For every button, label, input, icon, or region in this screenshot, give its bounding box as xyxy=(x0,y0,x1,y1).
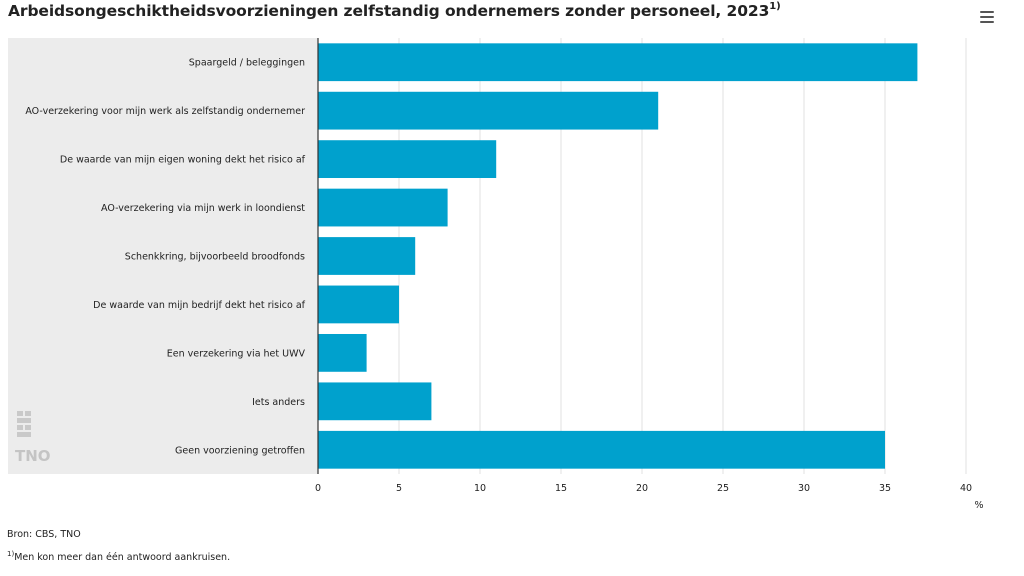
x-tick-label: 10 xyxy=(474,483,486,494)
footnote-marker: 1) xyxy=(7,550,15,558)
bar xyxy=(318,237,416,275)
category-label: AO-verzekering voor mijn werk als zelfst… xyxy=(25,106,305,117)
hamburger-menu-icon[interactable] xyxy=(978,8,998,24)
category-label: Schenkkring, bijvoorbeeld broodfonds xyxy=(125,252,305,263)
category-label: De waarde van mijn bedrijf dekt het risi… xyxy=(93,300,305,311)
category-label: Spaargeld / beleggingen xyxy=(189,58,305,69)
menu-line xyxy=(980,11,994,13)
category-label: Iets anders xyxy=(252,397,305,408)
menu-line xyxy=(980,21,994,23)
footnote: 1)Men kon meer dan één antwoord aankruis… xyxy=(7,550,230,563)
tno-logo: TNO xyxy=(15,411,51,465)
title-footnote-marker: 1) xyxy=(769,1,781,12)
menu-line xyxy=(980,16,994,18)
category-label: Een verzekering via het UWV xyxy=(167,348,306,359)
bar xyxy=(318,43,918,82)
x-tick-label: 0 xyxy=(315,483,321,494)
chart-title: Arbeidsongeschiktheidsvoorzieningen zelf… xyxy=(8,1,781,21)
bar xyxy=(318,382,432,421)
x-tick-label: 20 xyxy=(636,483,648,494)
category-label: De waarde van mijn eigen woning dekt het… xyxy=(60,155,306,166)
x-tick-label: 40 xyxy=(960,483,972,494)
bar-chart: Spaargeld / beleggingen AO-verzekering vo… xyxy=(8,38,984,511)
bar xyxy=(318,285,399,324)
cbs-logo-icon xyxy=(17,411,31,437)
category-label: Geen voorziening getroffen xyxy=(175,445,305,456)
x-tick-label: 5 xyxy=(396,483,402,494)
bar xyxy=(318,140,497,179)
footnote-text: Men kon meer dan één antwoord aankruisen… xyxy=(14,552,231,564)
bar xyxy=(318,430,885,469)
x-tick-label: 25 xyxy=(717,483,729,494)
bar xyxy=(318,91,659,130)
chart-title-text: Arbeidsongeschiktheidsvoorzieningen zelf… xyxy=(8,2,770,21)
x-tick-label: 35 xyxy=(879,483,891,494)
source-text: Bron: CBS, TNO xyxy=(7,529,81,540)
bar xyxy=(318,333,367,372)
bar xyxy=(318,188,448,227)
x-axis-unit-label: % xyxy=(974,500,983,511)
x-tick-label: 30 xyxy=(798,483,810,494)
x-tick-label: 15 xyxy=(555,483,567,494)
category-label: AO-verzekering via mijn werk in loondien… xyxy=(101,203,305,214)
logo-text: TNO xyxy=(15,447,51,465)
